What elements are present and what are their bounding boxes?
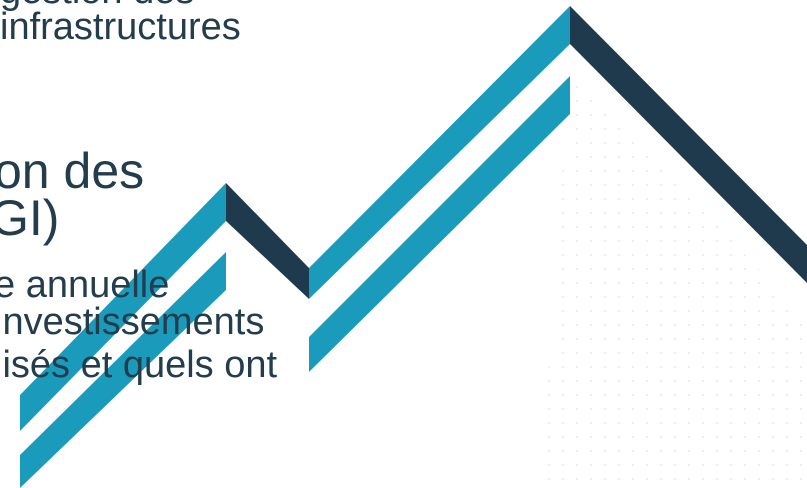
zigzag-band-upper-rise-2 <box>309 6 570 299</box>
body-line-3: lisés et quels ont <box>0 344 278 386</box>
heading-line-2: GI) <box>0 190 60 246</box>
body-line-1: e annuelle <box>0 264 170 306</box>
zigzag-band-lower-2 <box>309 76 570 372</box>
zigzag-band-upper-rise-1 <box>20 183 226 431</box>
top-clipped-text: gestion des <box>0 0 194 10</box>
body-line-2: investissements <box>0 301 265 343</box>
dot-pattern-area <box>540 70 807 488</box>
zigzag-band-upper-fall-2 <box>570 6 807 283</box>
top-text-line: infrastructures <box>0 6 241 48</box>
zigzag-band-upper-fall-1 <box>226 183 309 299</box>
zigzag-band-lower-1 <box>20 252 226 488</box>
heading-line-1: on des <box>0 143 145 199</box>
